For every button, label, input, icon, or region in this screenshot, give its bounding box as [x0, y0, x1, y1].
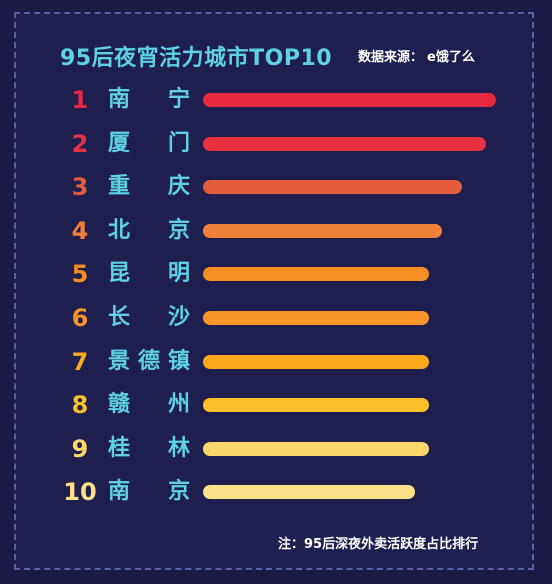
bar-row: 9 桂林 — [0, 431, 552, 467]
bar-track — [203, 223, 496, 238]
bar — [203, 180, 463, 195]
source-brand-logo: e饿了么 — [427, 50, 475, 65]
rank-label: 3 — [71, 173, 89, 202]
bar — [203, 223, 442, 238]
category-label: 桂林 — [108, 435, 190, 461]
bar-track — [203, 311, 496, 325]
category-label: 北京 — [108, 217, 190, 243]
bar-track — [203, 93, 496, 107]
category-label: 昆明 — [108, 261, 190, 287]
bar-track — [203, 180, 496, 195]
bar-track — [203, 136, 496, 151]
chart-title: 95后夜宵活力城市TOP10 — [60, 46, 333, 71]
rank-label: 2 — [71, 129, 89, 158]
bar — [203, 93, 496, 107]
bar-track — [203, 354, 496, 369]
bar-row: 7 景德镇 — [0, 344, 552, 380]
data-source: 数据来源： e饿了么 — [358, 46, 475, 65]
rank-label: 10 — [63, 478, 97, 507]
bar — [203, 441, 429, 456]
bar — [203, 398, 429, 413]
bar — [203, 267, 429, 282]
bar — [203, 311, 429, 325]
bar-row: 6 长沙 — [0, 300, 552, 336]
bar-row: 2 厦门 — [0, 126, 552, 162]
category-label: 长沙 — [108, 305, 190, 330]
bar-row: 10 南京 — [0, 474, 552, 510]
bar-track — [203, 398, 496, 413]
bar-row: 4 北京 — [0, 213, 552, 249]
category-label: 南京 — [108, 479, 190, 505]
rank-label: 1 — [71, 86, 89, 114]
bar-row: 5 昆明 — [0, 256, 552, 292]
chart-note: 注：95后深夜外卖活跃度占比排行 — [278, 537, 479, 552]
rank-label: 4 — [71, 216, 89, 245]
rank-label: 6 — [71, 304, 89, 332]
category-label: 重庆 — [108, 174, 190, 200]
rank-label: 8 — [71, 391, 89, 420]
category-label: 赣州 — [108, 392, 190, 418]
bar-track — [203, 441, 496, 456]
bar-row: 3 重庆 — [0, 169, 552, 205]
rank-label: 9 — [71, 434, 89, 463]
bar-track — [203, 267, 496, 282]
data-source-label: 数据来源： — [358, 50, 424, 65]
bar-track — [203, 485, 496, 500]
category-label: 景德镇 — [108, 348, 190, 374]
bar — [203, 354, 429, 369]
category-label: 厦门 — [108, 130, 190, 156]
bar-row: 8 赣州 — [0, 387, 552, 423]
rank-label: 7 — [71, 347, 89, 376]
category-label: 南宁 — [108, 87, 190, 112]
bar — [203, 136, 486, 151]
rank-label: 5 — [71, 260, 89, 289]
bar-row: 1 南宁 — [0, 82, 552, 118]
bar — [203, 485, 416, 500]
